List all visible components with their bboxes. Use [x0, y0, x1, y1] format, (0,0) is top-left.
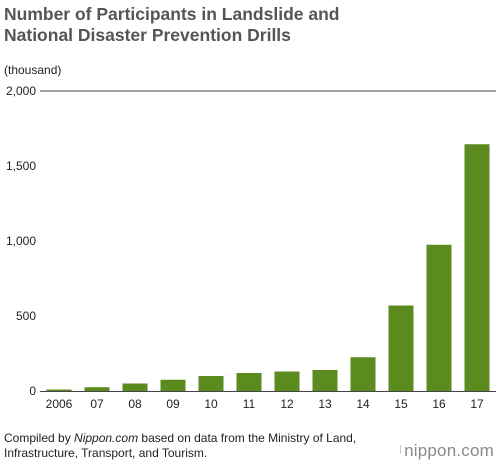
brand-text: nippon.com	[404, 441, 494, 460]
bar	[388, 305, 414, 391]
x-tick-label: 10	[204, 397, 218, 411]
source-site: Nippon.com	[74, 431, 139, 445]
bar	[84, 387, 110, 391]
bar	[274, 371, 300, 391]
bar	[312, 370, 338, 391]
x-tick-label: 17	[470, 397, 484, 411]
x-tick-label: 08	[128, 397, 142, 411]
bar	[122, 383, 148, 391]
y-tick-label: 500	[16, 309, 36, 323]
bar	[350, 357, 376, 391]
bar	[198, 376, 224, 391]
bar	[464, 144, 490, 391]
x-tick-label: 14	[356, 397, 370, 411]
x-tick-label: 2006	[46, 397, 73, 411]
chart-title: Number of Participants in Landslide and …	[4, 4, 484, 46]
source-rest: based on data from the Ministry of Land,…	[4, 431, 357, 460]
bar	[46, 389, 72, 391]
y-tick-label: 0	[29, 384, 36, 398]
x-tick-label: 07	[90, 397, 104, 411]
x-tick-label: 13	[318, 397, 332, 411]
bar-chart: 0 500 1,000 1,500 2,000 2006 07 08 09 10 11 12 13 14 1…	[6, 84, 496, 411]
source-prefix: Compiled by	[4, 431, 75, 445]
x-tick-label: 09	[166, 397, 180, 411]
y-tick-label: 1,000	[6, 234, 36, 248]
source-note: Compiled by Nippon.com based on data fro…	[4, 431, 384, 461]
brand-logo: ⁞ nippon.com	[399, 441, 494, 461]
title-line-1: Number of Participants in Landslide and	[4, 4, 340, 24]
bar	[426, 244, 452, 391]
unit-label: (thousand)	[4, 63, 62, 77]
brand-dots-icon: ⁞	[399, 445, 403, 456]
x-tick-label: 16	[432, 397, 446, 411]
y-tick-label: 1,500	[6, 159, 36, 173]
x-tick-label: 11	[243, 397, 256, 411]
x-tick-label: 15	[394, 397, 408, 411]
x-tick-label: 12	[280, 397, 294, 411]
y-tick-label: 2,000	[6, 84, 36, 98]
title-line-2: National Disaster Prevention Drills	[4, 25, 291, 45]
bar	[160, 379, 186, 391]
bar	[236, 373, 262, 391]
